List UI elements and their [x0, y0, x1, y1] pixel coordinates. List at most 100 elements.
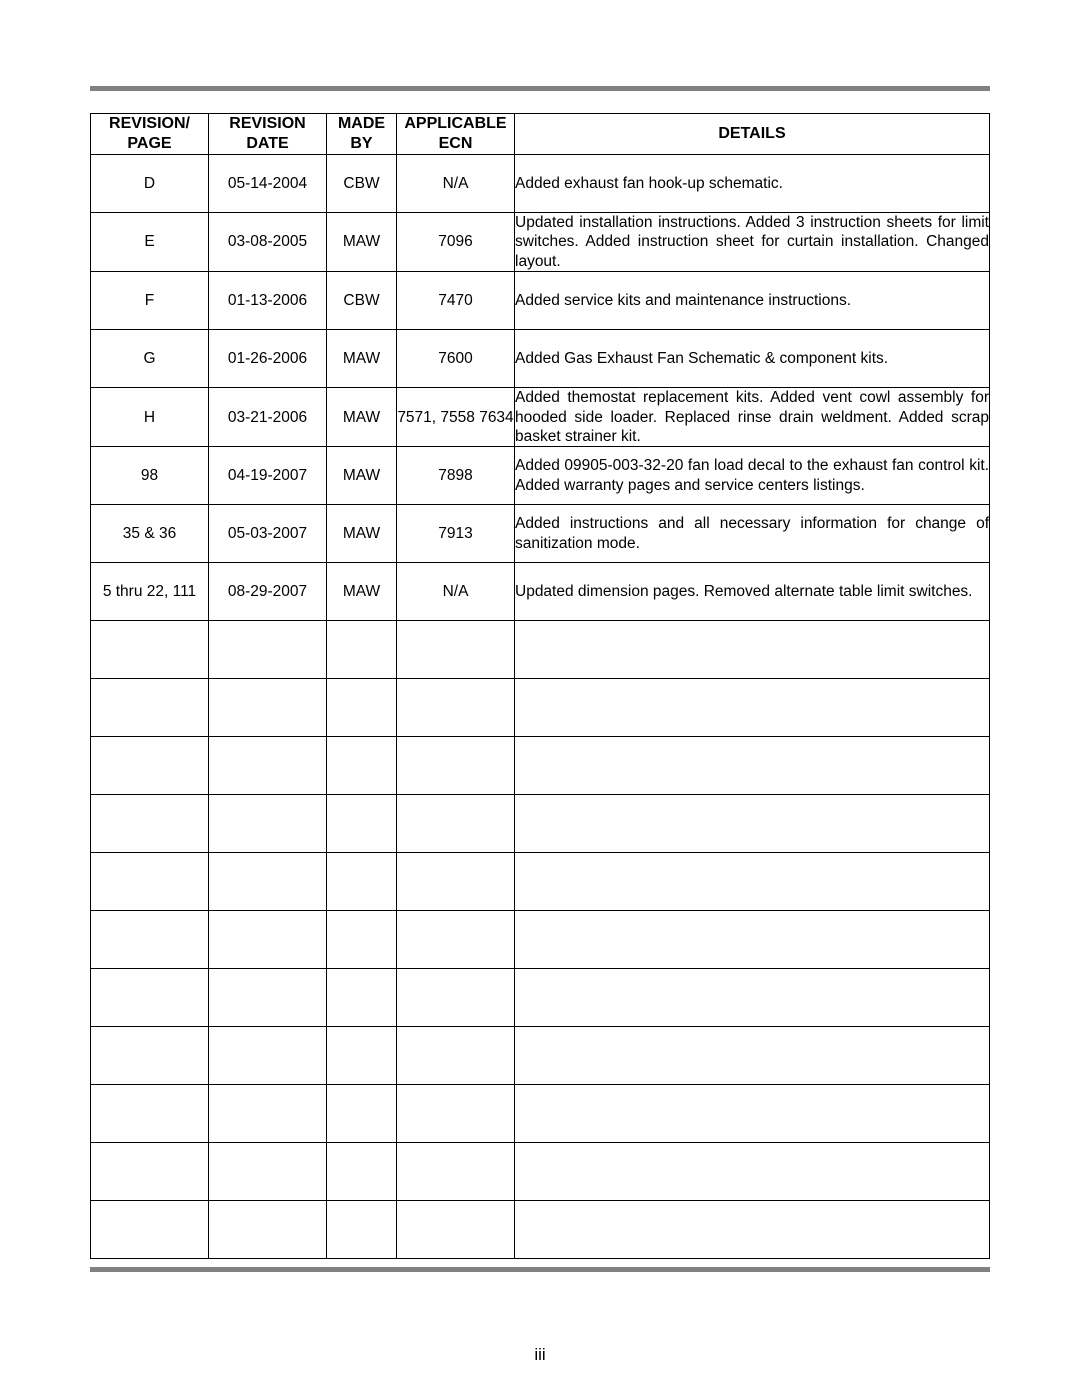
cell-made-by [327, 795, 397, 853]
cell-date [209, 1085, 327, 1143]
cell-revision: G [91, 330, 209, 388]
cell-date: 01-26-2006 [209, 330, 327, 388]
cell-details: Added themostat replacement kits. Added … [515, 388, 990, 447]
table-header-row: REVISION/ PAGE REVISION DATE MADE BY APP… [91, 114, 990, 155]
cell-details [515, 737, 990, 795]
cell-ecn [397, 795, 515, 853]
revision-table: REVISION/ PAGE REVISION DATE MADE BY APP… [90, 113, 990, 1259]
cell-date: 08-29-2007 [209, 563, 327, 621]
cell-ecn [397, 1085, 515, 1143]
cell-details [515, 1085, 990, 1143]
table-row: 9804-19-2007MAW7898Added 09905-003-32-20… [91, 447, 990, 505]
cell-details: Updated installation instructions. Added… [515, 213, 990, 272]
table-row [91, 1201, 990, 1259]
cell-ecn: 7898 [397, 447, 515, 505]
cell-ecn [397, 853, 515, 911]
cell-made-by [327, 1027, 397, 1085]
cell-details: Updated dimension pages. Removed alterna… [515, 563, 990, 621]
table-row: D05-14-2004CBWN/AAdded exhaust fan hook-… [91, 155, 990, 213]
table-row: H03-21-2006MAW7571, 7558 7634Added themo… [91, 388, 990, 447]
cell-made-by [327, 1085, 397, 1143]
cell-revision [91, 853, 209, 911]
cell-made-by: CBW [327, 272, 397, 330]
cell-details [515, 621, 990, 679]
table-row [91, 737, 990, 795]
table-row [91, 1085, 990, 1143]
cell-details [515, 679, 990, 737]
cell-date: 05-03-2007 [209, 505, 327, 563]
cell-revision: 35 & 36 [91, 505, 209, 563]
cell-ecn: 7096 [397, 213, 515, 272]
table-row: F01-13-2006CBW7470Added service kits and… [91, 272, 990, 330]
cell-details [515, 1201, 990, 1259]
cell-date [209, 969, 327, 1027]
cell-ecn: N/A [397, 155, 515, 213]
cell-date: 03-08-2005 [209, 213, 327, 272]
cell-ecn [397, 679, 515, 737]
col-header-line: APPLICABLE [397, 114, 514, 134]
cell-date [209, 1027, 327, 1085]
table-row: 5 thru 22, 11108-29-2007MAWN/AUpdated di… [91, 563, 990, 621]
table-row [91, 1143, 990, 1201]
col-header-line: DETAILS [515, 124, 989, 144]
cell-ecn [397, 969, 515, 1027]
cell-date [209, 1143, 327, 1201]
table-row [91, 795, 990, 853]
cell-revision: H [91, 388, 209, 447]
col-header-line: ECN [397, 134, 514, 154]
cell-ecn [397, 737, 515, 795]
cell-made-by: MAW [327, 563, 397, 621]
cell-details [515, 911, 990, 969]
cell-revision [91, 911, 209, 969]
cell-ecn [397, 1143, 515, 1201]
cell-revision [91, 969, 209, 1027]
cell-date: 03-21-2006 [209, 388, 327, 447]
cell-revision [91, 621, 209, 679]
cell-made-by: MAW [327, 505, 397, 563]
cell-date: 04-19-2007 [209, 447, 327, 505]
cell-details: Added Gas Exhaust Fan Schematic & compon… [515, 330, 990, 388]
page: REVISION/ PAGE REVISION DATE MADE BY APP… [0, 0, 1080, 1397]
cell-date [209, 737, 327, 795]
cell-date [209, 1201, 327, 1259]
table-row [91, 679, 990, 737]
col-header-applicable-ecn: APPLICABLE ECN [397, 114, 515, 155]
cell-ecn: 7571, 7558 7634 [397, 388, 515, 447]
cell-ecn: 7470 [397, 272, 515, 330]
cell-made-by: MAW [327, 447, 397, 505]
cell-made-by: MAW [327, 388, 397, 447]
cell-details: Added instructions and all necessary inf… [515, 505, 990, 563]
cell-details [515, 1027, 990, 1085]
cell-details [515, 795, 990, 853]
table-row: 35 & 3605-03-2007MAW7913Added instructio… [91, 505, 990, 563]
table-row [91, 853, 990, 911]
cell-revision: D [91, 155, 209, 213]
col-header-revision-date: REVISION DATE [209, 114, 327, 155]
table-row [91, 621, 990, 679]
cell-made-by [327, 969, 397, 1027]
cell-made-by: MAW [327, 330, 397, 388]
cell-made-by: MAW [327, 213, 397, 272]
col-header-line: BY [327, 134, 396, 154]
cell-revision [91, 1143, 209, 1201]
cell-date: 05-14-2004 [209, 155, 327, 213]
cell-details: Added service kits and maintenance instr… [515, 272, 990, 330]
table-row: G01-26-2006MAW7600Added Gas Exhaust Fan … [91, 330, 990, 388]
cell-revision [91, 737, 209, 795]
cell-revision: E [91, 213, 209, 272]
table-row [91, 969, 990, 1027]
cell-date [209, 795, 327, 853]
cell-made-by [327, 1143, 397, 1201]
cell-ecn: N/A [397, 563, 515, 621]
cell-details [515, 1143, 990, 1201]
col-header-line: REVISION [209, 114, 326, 134]
table-row: E03-08-2005MAW7096Updated installation i… [91, 213, 990, 272]
cell-details: Added 09905-003-32-20 fan load decal to … [515, 447, 990, 505]
cell-made-by [327, 621, 397, 679]
cell-made-by [327, 737, 397, 795]
table-row [91, 911, 990, 969]
cell-ecn [397, 621, 515, 679]
cell-details [515, 969, 990, 1027]
table-body: D05-14-2004CBWN/AAdded exhaust fan hook-… [91, 155, 990, 1259]
col-header-line: REVISION/ [91, 114, 208, 134]
